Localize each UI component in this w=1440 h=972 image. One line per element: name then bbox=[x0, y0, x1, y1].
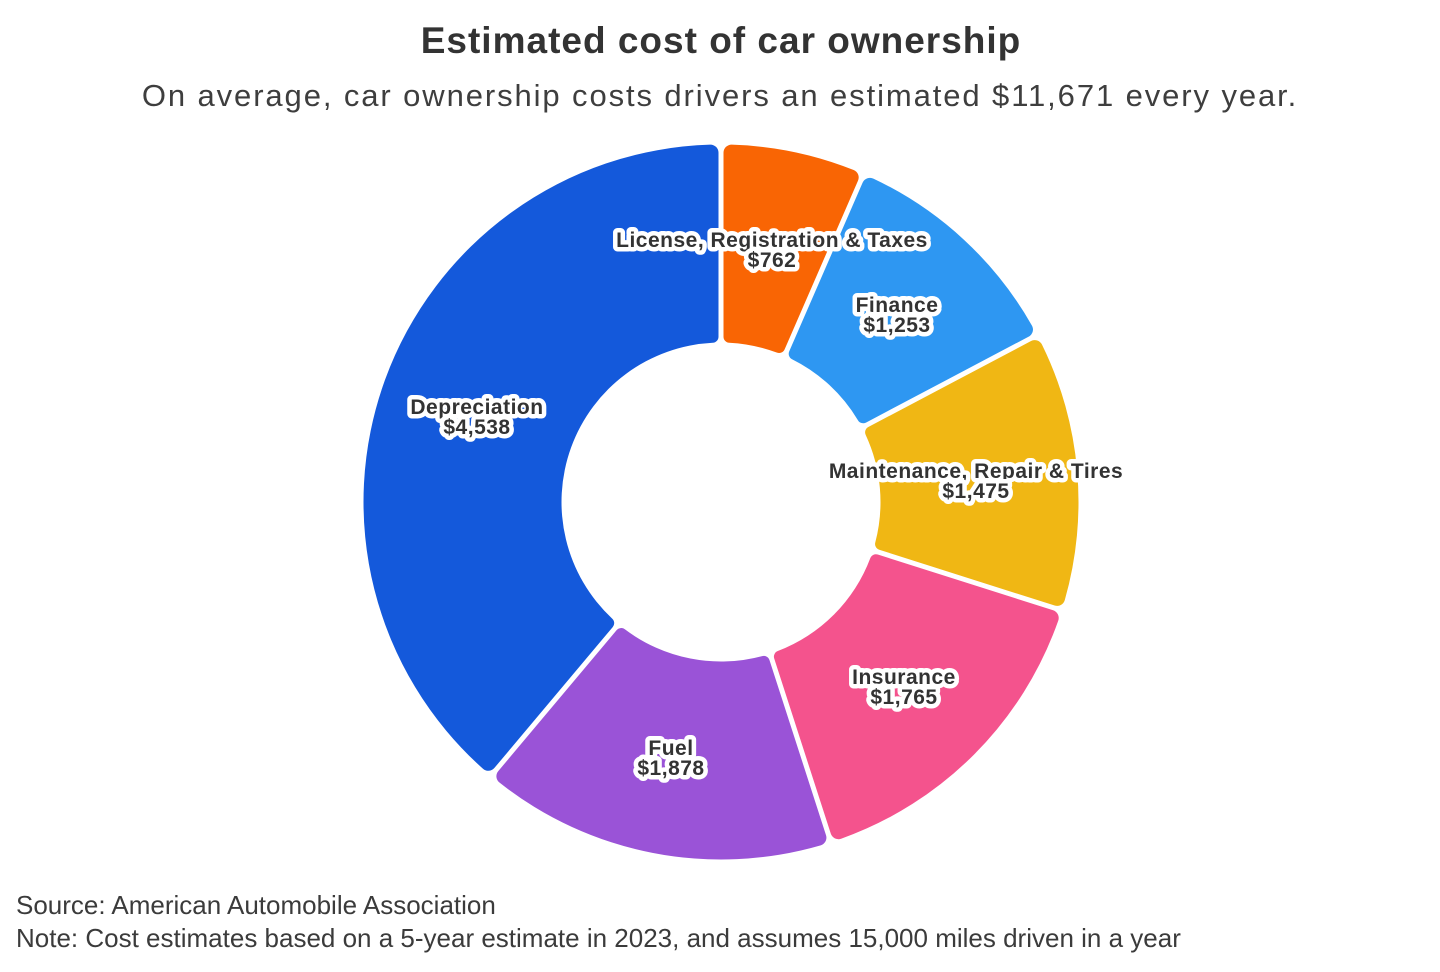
svg-text:Insurance$1,765: Insurance $1,765 bbox=[852, 666, 956, 709]
svg-text:Finance$1,253: Finance $1,253 bbox=[856, 294, 939, 337]
svg-text:Fuel$1,878: Fuel $1,878 bbox=[637, 737, 704, 780]
svg-text:Depreciation$4,538: Depreciation $4,538 bbox=[410, 396, 543, 439]
svg-text:License, Registration & Taxes$: License, Registration & Taxes $762 bbox=[616, 229, 928, 272]
svg-text:Maintenance, Repair & Tires$1,: Maintenance, Repair & Tires $1,475 bbox=[829, 460, 1123, 503]
